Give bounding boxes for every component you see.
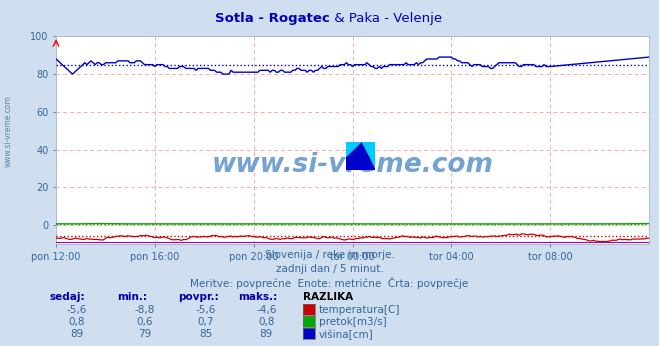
Text: 89: 89 bbox=[71, 329, 84, 339]
Polygon shape bbox=[347, 142, 375, 156]
Text: min.:: min.: bbox=[117, 292, 148, 302]
Text: Meritve: povprečne  Enote: metrične  Črta: povprečje: Meritve: povprečne Enote: metrične Črta:… bbox=[190, 277, 469, 290]
Text: temperatura[C]: temperatura[C] bbox=[319, 305, 401, 315]
Polygon shape bbox=[347, 142, 361, 156]
Text: višina[cm]: višina[cm] bbox=[319, 329, 374, 340]
Text: 79: 79 bbox=[138, 329, 152, 339]
Polygon shape bbox=[361, 142, 375, 170]
Text: www.si-vreme.com: www.si-vreme.com bbox=[4, 95, 13, 167]
Text: & Paka - Velenje: & Paka - Velenje bbox=[330, 12, 442, 25]
Text: 89: 89 bbox=[260, 329, 273, 339]
Text: www.si-vreme.com: www.si-vreme.com bbox=[212, 152, 494, 178]
Text: RAZLIKA: RAZLIKA bbox=[303, 292, 353, 302]
Text: -4,6: -4,6 bbox=[256, 305, 276, 315]
Text: 0,8: 0,8 bbox=[258, 317, 275, 327]
Text: 0,7: 0,7 bbox=[197, 317, 214, 327]
Polygon shape bbox=[347, 142, 375, 170]
Text: povpr.:: povpr.: bbox=[178, 292, 219, 302]
Text: pretok[m3/s]: pretok[m3/s] bbox=[319, 317, 387, 327]
Text: -5,6: -5,6 bbox=[67, 305, 87, 315]
Text: Sotla - Rogatec: Sotla - Rogatec bbox=[215, 12, 330, 25]
Text: 0,8: 0,8 bbox=[69, 317, 86, 327]
Text: Slovenija / reke in morje.: Slovenija / reke in morje. bbox=[264, 250, 395, 260]
Text: -8,8: -8,8 bbox=[135, 305, 155, 315]
Text: sedaj:: sedaj: bbox=[49, 292, 85, 302]
Text: -5,6: -5,6 bbox=[196, 305, 215, 315]
Text: 85: 85 bbox=[199, 329, 212, 339]
Text: zadnji dan / 5 minut.: zadnji dan / 5 minut. bbox=[275, 264, 384, 274]
Text: maks.:: maks.: bbox=[239, 292, 278, 302]
Text: 0,6: 0,6 bbox=[136, 317, 154, 327]
